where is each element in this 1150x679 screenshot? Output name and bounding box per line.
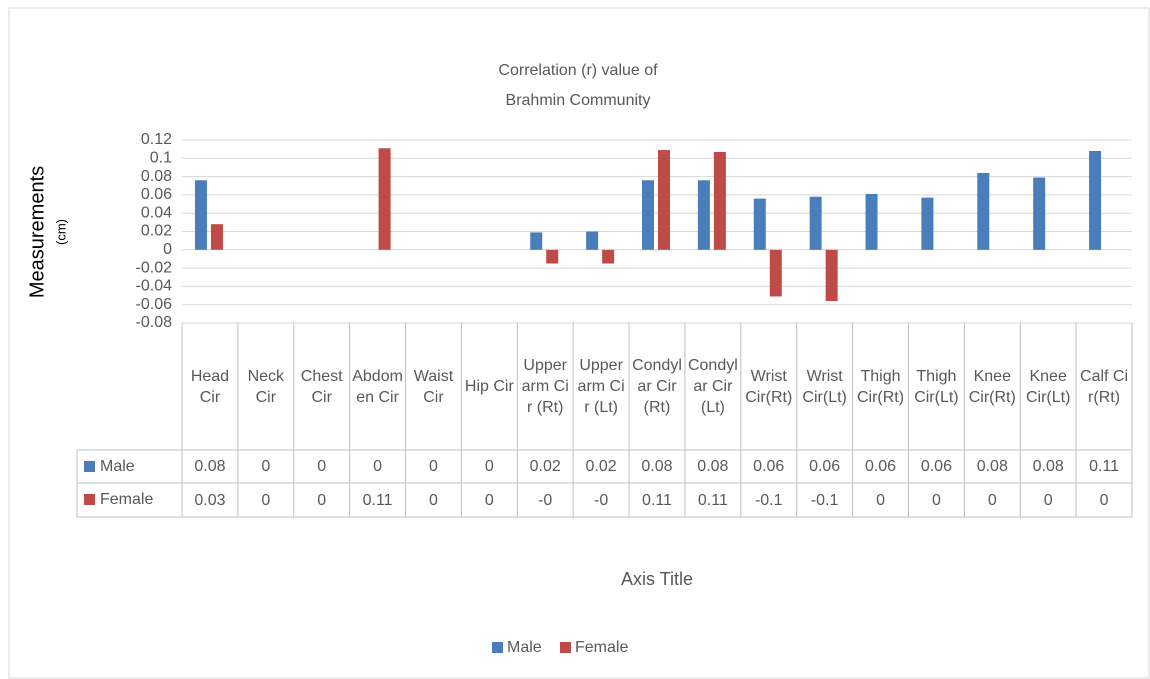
- category-label: Knee Cir(Lt): [1025, 367, 1071, 406]
- category-label: Chest Cir: [300, 367, 343, 406]
- table-value: -0.1: [810, 491, 839, 509]
- bar: [194, 180, 207, 250]
- table-value: 0: [261, 491, 271, 509]
- chart-border: [8, 7, 1150, 679]
- table-value: 0.08: [697, 458, 729, 475]
- bar: [753, 198, 766, 250]
- bar: [825, 249, 838, 302]
- y-tick-label: 0.06: [141, 186, 172, 203]
- y-tick-label: -0.06: [136, 296, 173, 313]
- table-value: -0: [538, 491, 553, 509]
- category-label: Neck Cir: [247, 367, 285, 406]
- y-tick-label: -0.02: [136, 259, 173, 276]
- bar: [530, 232, 543, 250]
- table-value: 0: [1043, 491, 1053, 509]
- table-value: 0.06: [864, 458, 897, 475]
- table-value: 0.11: [362, 491, 393, 509]
- table-value: 0: [317, 458, 327, 475]
- table-value: 0.02: [585, 458, 617, 475]
- category-label: Wrist Cir(Rt): [745, 367, 793, 406]
- category-label: Thigh Cir(Lt): [914, 367, 959, 406]
- bar: [1033, 177, 1046, 250]
- legend-key: [84, 461, 95, 472]
- table-value: -0.1: [754, 491, 783, 509]
- table-value: 0: [987, 491, 997, 509]
- bar: [713, 151, 726, 250]
- legend-label: Female: [575, 639, 628, 656]
- table-series-label: Female: [100, 491, 154, 508]
- category-label: Waist Cir: [413, 367, 454, 406]
- table-value: 0: [484, 491, 494, 509]
- category-label: Upper arm Cir (Lt): [577, 357, 625, 416]
- y-axis-unit: (cm): [53, 219, 68, 245]
- table-value: 0.11: [1089, 458, 1120, 475]
- table-value: 0: [931, 491, 941, 509]
- table-value: 0.06: [753, 458, 785, 475]
- table-value: 0: [484, 458, 494, 475]
- bar: [378, 148, 391, 250]
- category-label: Hip Cir: [464, 378, 514, 395]
- table-value: 0.11: [642, 491, 672, 509]
- y-tick-label: 0.1: [150, 150, 172, 167]
- bar: [977, 172, 990, 250]
- table-value: 0.06: [920, 458, 952, 475]
- y-tick-label: 0.08: [141, 168, 172, 185]
- table-value: 0.03: [194, 491, 226, 509]
- bar: [602, 249, 615, 264]
- category-label: Abdomen Cir: [352, 367, 403, 406]
- bar: [546, 249, 559, 264]
- bar: [210, 224, 223, 250]
- table-value: 0: [429, 491, 438, 509]
- table-value: 0: [429, 458, 438, 475]
- legend-key: [560, 642, 571, 653]
- bar: [642, 180, 654, 250]
- chart-title: Brahmin Community: [506, 92, 651, 109]
- y-tick-label: 0.02: [141, 223, 172, 240]
- y-tick-label: -0.04: [136, 278, 173, 295]
- legend-label: Male: [507, 639, 542, 656]
- y-tick-label: 0: [163, 241, 172, 258]
- table-value: 0: [1099, 491, 1109, 509]
- bar: [921, 197, 934, 250]
- table-value: 0: [876, 491, 885, 509]
- table-value: 0.06: [809, 458, 841, 475]
- chart-title: Correlation (r) value of: [498, 62, 658, 79]
- y-tick-label: -0.08: [136, 314, 173, 331]
- legend-key: [84, 494, 95, 505]
- bar: [658, 150, 670, 250]
- category-label: Thigh Cir(Rt): [856, 367, 905, 406]
- category-label: Calf Cir(Rt): [1080, 367, 1129, 406]
- table-value: 0.02: [529, 458, 561, 475]
- table-value: 0.08: [1032, 458, 1064, 475]
- category-label: Condylar Cir(Lt): [687, 357, 738, 416]
- bar: [586, 231, 599, 250]
- table-value: 0: [373, 458, 383, 475]
- table-value: 0: [261, 458, 271, 475]
- table-value: 0.11: [697, 491, 728, 509]
- table-value: 0: [317, 491, 327, 509]
- table-value: 0.08: [641, 458, 673, 475]
- legend-key: [492, 642, 503, 653]
- bar: [865, 193, 878, 250]
- y-tick-label: 0.12: [141, 131, 172, 148]
- table-value: -0: [593, 491, 609, 509]
- bar: [1089, 150, 1102, 250]
- y-axis-label: Measurements: [26, 166, 48, 298]
- bar: [697, 180, 710, 250]
- category-label: Upper arm Cir (Rt): [521, 357, 569, 416]
- category-label: Knee Cir(Rt): [968, 367, 1016, 406]
- x-axis-label: Axis Title: [621, 569, 693, 589]
- bar: [769, 249, 782, 297]
- category-label: Wrist Cir(Lt): [802, 367, 847, 406]
- y-tick-label: 0.04: [141, 204, 172, 221]
- category-label: Head Cir: [190, 367, 230, 406]
- table-value: 0.08: [194, 458, 226, 475]
- table-value: 0.08: [976, 458, 1008, 475]
- table-series-label: Male: [100, 458, 135, 475]
- bar: [809, 196, 822, 250]
- category-label: Condylar Cir(Rt): [632, 357, 682, 416]
